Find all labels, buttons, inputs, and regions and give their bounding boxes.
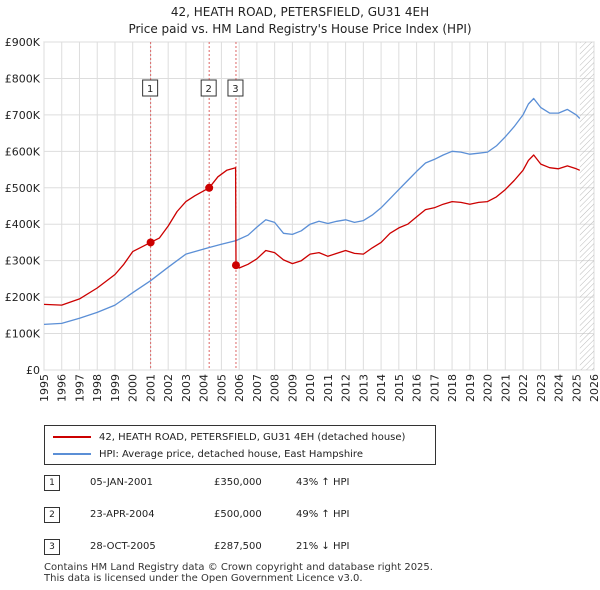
x-tick-label: 2005 [215,374,228,402]
x-tick-label: 2012 [340,374,353,402]
y-tick-label: £600K [5,145,41,158]
y-tick-label: £100K [5,328,41,341]
legend: 42, HEATH ROAD, PETERSFIELD, GU31 4EH (d… [44,425,436,465]
x-tick-label: 2019 [464,374,477,402]
y-tick-label: £500K [5,182,41,195]
x-tick-label: 2016 [411,374,424,402]
transaction-label-box [142,79,159,97]
transaction-price: £287,500 [214,541,262,552]
transaction-label: 2 [205,84,211,95]
x-tick-label: 2023 [535,374,548,402]
y-tick-label: £900K [5,36,41,49]
x-tick-label: 2006 [233,374,246,402]
x-tick-label: 2007 [251,374,264,402]
transaction-label-box [227,79,244,97]
footer-copyright: Contains HM Land Registry data © Crown c… [44,562,433,573]
legend-swatch-hpi [53,453,91,455]
y-tick-label: £400K [5,218,41,231]
x-tick-label: 2025 [570,374,583,402]
y-tick-label: £700K [5,109,41,122]
chart: £0 £100K £200K £300K £400K £500K £600K £700K £80… [5,36,600,402]
x-tick-label: 2026 [588,374,600,402]
chart-title: 42, HEATH ROAD, PETERSFIELD, GU31 4EH [170,5,430,19]
legend-label-hpi: HPI: Average price, detached house, East… [99,448,363,460]
x-tick-label: 2024 [553,374,566,402]
x-tick-label: 2014 [375,374,388,402]
transaction-number: 1 [44,475,60,491]
chart-subtitle: Price paid vs. HM Land Registry's House … [128,22,472,36]
x-tick-label: 2018 [446,374,459,402]
forecast-hatch [579,42,594,370]
transaction-point [146,238,155,247]
x-tick-label: 2015 [393,374,406,402]
hpi-series-line [43,97,581,326]
transaction-label-box [200,79,217,97]
legend-item-hpi: HPI: Average price, detached house, East… [53,447,363,461]
x-tick-label: 2000 [127,374,140,402]
transaction-hpi: 21% ↓ HPI [296,541,350,552]
x-tick-label: 1995 [38,374,51,402]
transaction-date: 28-OCT-2005 [90,541,156,552]
y-tick-label: £0 [26,364,40,377]
x-tick-label: 2004 [198,374,211,402]
transaction-point [231,261,240,270]
legend-label-property: 42, HEATH ROAD, PETERSFIELD, GU31 4EH (d… [99,431,406,443]
x-tick-label: 2011 [322,374,335,402]
x-tick-label: 2017 [428,374,441,402]
x-tick-label: 2020 [482,374,495,402]
x-tick-label: 2003 [180,374,193,402]
x-tick-label: 2008 [269,374,282,402]
x-tick-label: 1999 [109,374,122,402]
x-tick-label: 2001 [144,374,157,402]
transaction-price: £350,000 [214,477,262,488]
transaction-point [205,183,214,192]
transaction-date: 05-JAN-2001 [90,477,154,488]
transaction-number: 2 [44,507,60,523]
footer: Contains HM Land Registry data © Crown c… [44,562,433,584]
x-tick-label: 2002 [162,374,175,402]
x-tick-label: 1998 [91,374,104,402]
chart-titles: 42, HEATH ROAD, PETERSFIELD, GU31 4EH Pr… [0,4,600,38]
x-tick-label: 2021 [499,374,512,402]
x-tick-label: 1997 [73,374,86,402]
y-tick-label: £200K [5,291,41,304]
legend-item-property: 42, HEATH ROAD, PETERSFIELD, GU31 4EH (d… [53,430,405,444]
y-tick-label: £300K [5,255,41,268]
transaction-number: 3 [44,539,60,555]
plot-area [43,41,595,371]
x-tick-label: 2010 [304,374,317,402]
transaction-label: 3 [232,84,238,95]
transaction-price: £500,000 [214,509,262,520]
transaction-hpi: 49% ↑ HPI [296,509,350,520]
legend-swatch-property [53,436,91,438]
y-tick-label: £800K [5,72,41,85]
property-series-line [43,154,581,306]
x-tick-label: 2009 [286,374,299,402]
transaction-label: 1 [147,84,153,95]
transaction-hpi: 43% ↑ HPI [296,477,350,488]
x-tick-label: 2022 [517,374,530,402]
transaction-date: 23-APR-2004 [90,509,155,520]
x-tick-label: 1996 [56,374,69,402]
x-tick-label: 2013 [357,374,370,402]
footer-license: This data is licensed under the Open Gov… [44,573,363,584]
